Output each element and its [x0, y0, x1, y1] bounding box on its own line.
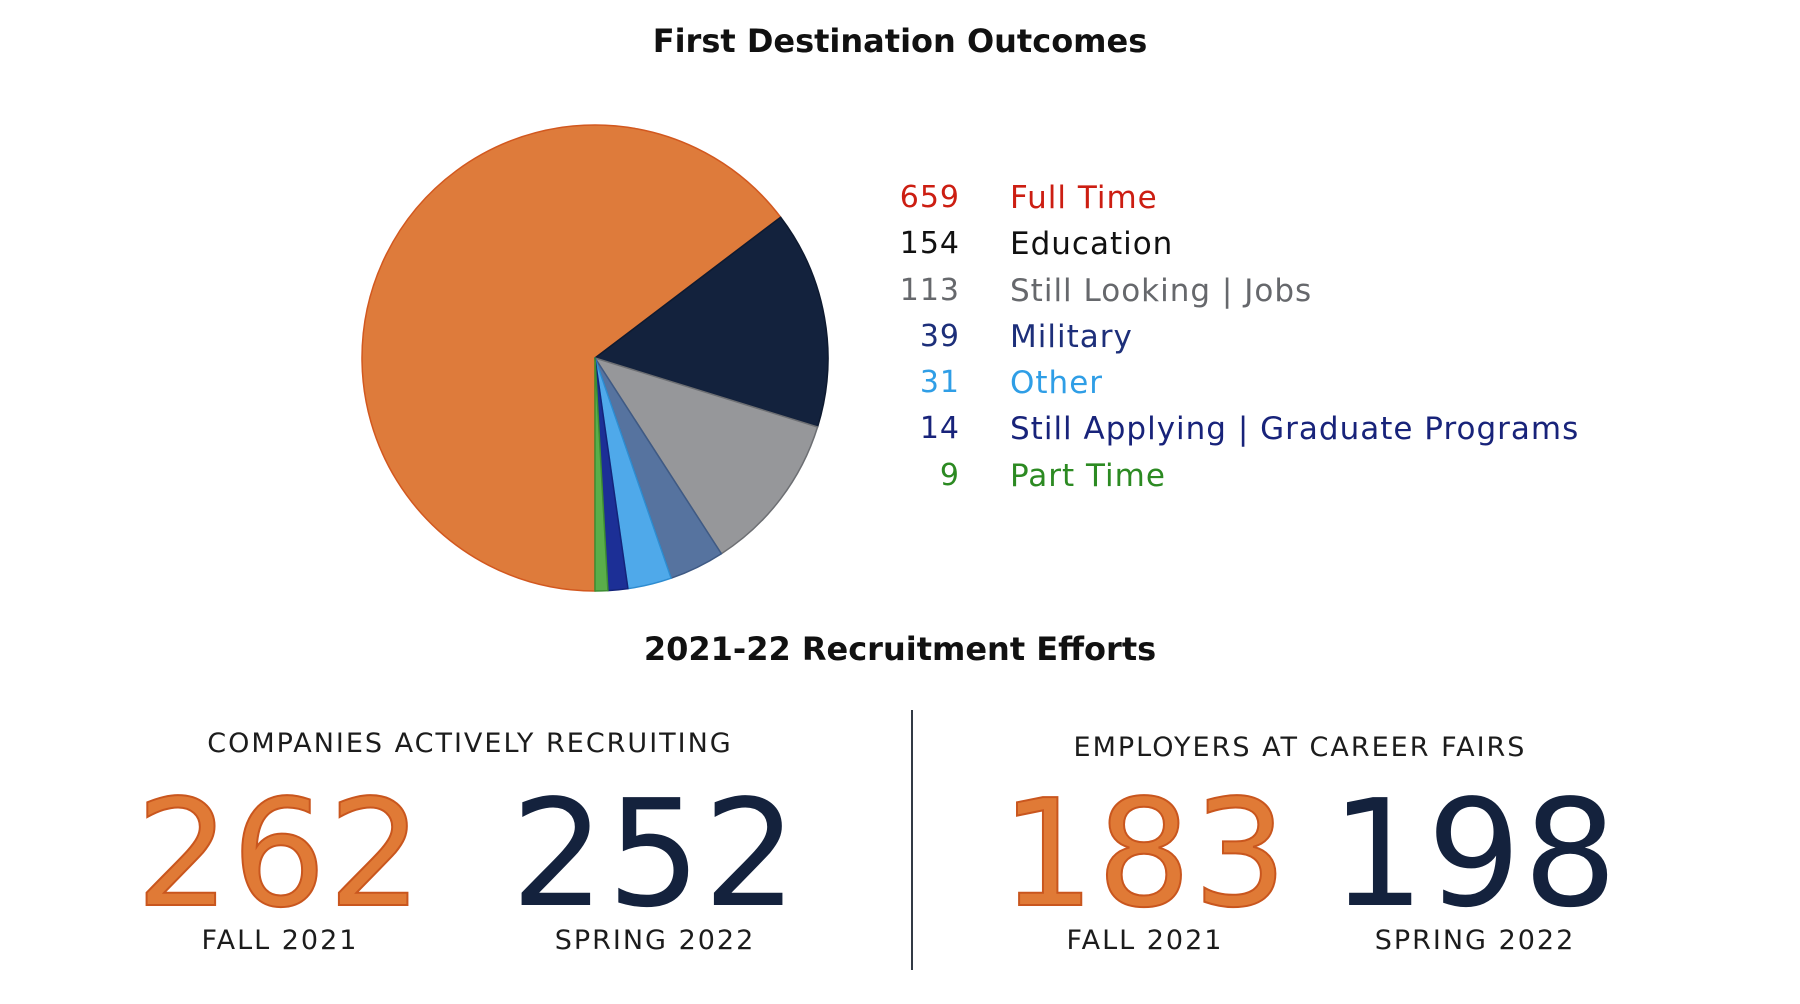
- pie-slice-part-time: [594, 357, 609, 592]
- legend-count: 39: [919, 318, 960, 354]
- career-fairs-heading: EMPLOYERS AT CAREER FAIRS: [1073, 732, 1527, 763]
- companies-spring-value: 252: [510, 768, 800, 940]
- legend-label: Military: [1010, 318, 1133, 355]
- career-fairs-spring-label: SPRING 2022: [1374, 925, 1576, 956]
- legend-item-other: 31 Other: [870, 365, 1650, 411]
- pie-slice-full-time: [361, 124, 782, 592]
- companies-recruiting-heading: COMPANIES ACTIVELY RECRUITING: [207, 728, 733, 759]
- legend-label: Other: [1010, 365, 1104, 402]
- legend-item-still-applying-graduate: 14 Still Applying | Graduate Programs: [870, 411, 1650, 457]
- pie-slice-education: [594, 216, 829, 428]
- career-fairs-spring-value: 198: [1330, 768, 1620, 940]
- legend-count: 113: [899, 272, 960, 308]
- legend-label: Still Applying | Graduate Programs: [1010, 411, 1580, 448]
- career-fairs-fall-label: FALL 2021: [1066, 925, 1224, 956]
- legend-label: Education: [1010, 226, 1174, 263]
- legend-item-full-time: 659 Full Time: [870, 180, 1650, 226]
- section-title: 2021-22 Recruitment Efforts: [643, 630, 1157, 668]
- companies-spring-label: SPRING 2022: [554, 925, 756, 956]
- companies-fall-label: FALL 2021: [201, 925, 359, 956]
- companies-fall-value: 262: [135, 768, 425, 940]
- legend-item-military: 39 Military: [870, 319, 1650, 365]
- legend-count: 31: [919, 365, 960, 401]
- legend-label: Still Looking | Jobs: [1010, 272, 1313, 309]
- legend-label: Full Time: [1010, 180, 1158, 216]
- section-divider: [911, 710, 913, 970]
- legend-count: 659: [899, 180, 960, 215]
- legend-count: 9: [939, 457, 960, 493]
- chart-title: First Destination Outcomes: [652, 22, 1148, 60]
- pie-slice-still-looking-jobs: [594, 357, 819, 555]
- legend-item-still-looking-jobs: 113 Still Looking | Jobs: [870, 273, 1650, 319]
- legend-item-part-time: 9 Part Time: [870, 458, 1650, 504]
- legend-count: 14: [919, 411, 960, 447]
- legend: 659 Full Time 154 Education 113 Still Lo…: [870, 180, 1650, 504]
- pie-chart: [361, 124, 829, 592]
- legend-label: Part Time: [1010, 457, 1166, 494]
- career-fairs-fall-value: 183: [1000, 768, 1290, 940]
- legend-item-education: 154 Education: [870, 226, 1650, 272]
- legend-count: 154: [899, 226, 960, 262]
